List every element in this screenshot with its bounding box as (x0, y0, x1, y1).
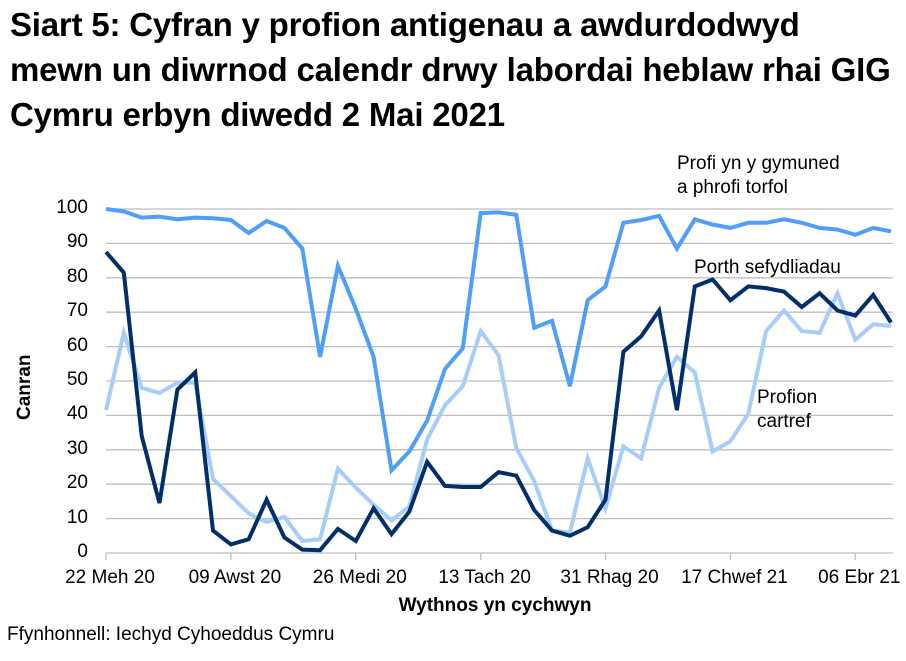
x-tick-label: 22 Meh 20 (65, 567, 155, 588)
y-tick-label: 80 (66, 265, 88, 287)
x-tick-label: 13 Tach 20 (438, 567, 531, 588)
label-home-line1: Profion (757, 387, 818, 408)
y-tick-label: 70 (66, 300, 88, 322)
label-community-testing: Profi yn y gymuned a phrofi torfol (677, 152, 840, 200)
y-tick-label: 90 (66, 231, 88, 253)
x-tick-label: 26 Medi 20 (312, 567, 407, 588)
source-note: Ffynhonnell: Iechyd Cyhoeddus Cymru (7, 624, 335, 645)
y-tick-label: 20 (66, 472, 88, 494)
series-home-tests (104, 288, 892, 544)
chart-title: Siart 5: Cyfran y profion antigenau a aw… (10, 6, 891, 133)
gridlines (106, 208, 893, 520)
label-home-line2: cartref (757, 411, 811, 432)
x-tick-label: 17 Chwef 21 (681, 567, 788, 588)
x-tick-label: 31 Rhag 20 (560, 567, 659, 588)
y-axis-title: Canran (14, 354, 35, 420)
label-community-line2: a phrofi torfol (677, 177, 788, 198)
series-porth (104, 250, 893, 553)
y-tick-label: 50 (66, 369, 88, 390)
series-community-testing (105, 207, 892, 475)
label-home-tests: Profion cartref (757, 386, 817, 434)
y-tick-label: 30 (66, 437, 88, 459)
y-tick-label: 0 (77, 541, 88, 562)
y-tick-label: 100 (56, 197, 88, 218)
x-axis-ticks (105, 553, 856, 560)
label-porth: Porth sefydliadau (694, 257, 841, 278)
data-series (104, 207, 893, 553)
y-tick-label: 40 (66, 403, 88, 425)
y-tick-label: 10 (66, 506, 88, 528)
label-community-line1: Profi yn y gymuned (677, 153, 840, 174)
x-tick-label: 06 Ebr 21 (818, 567, 901, 588)
y-tick-label: 60 (66, 334, 88, 356)
x-tick-label: 09 Awst 20 (188, 567, 282, 588)
x-axis-title: Wythnos yn cychwyn (398, 595, 592, 616)
